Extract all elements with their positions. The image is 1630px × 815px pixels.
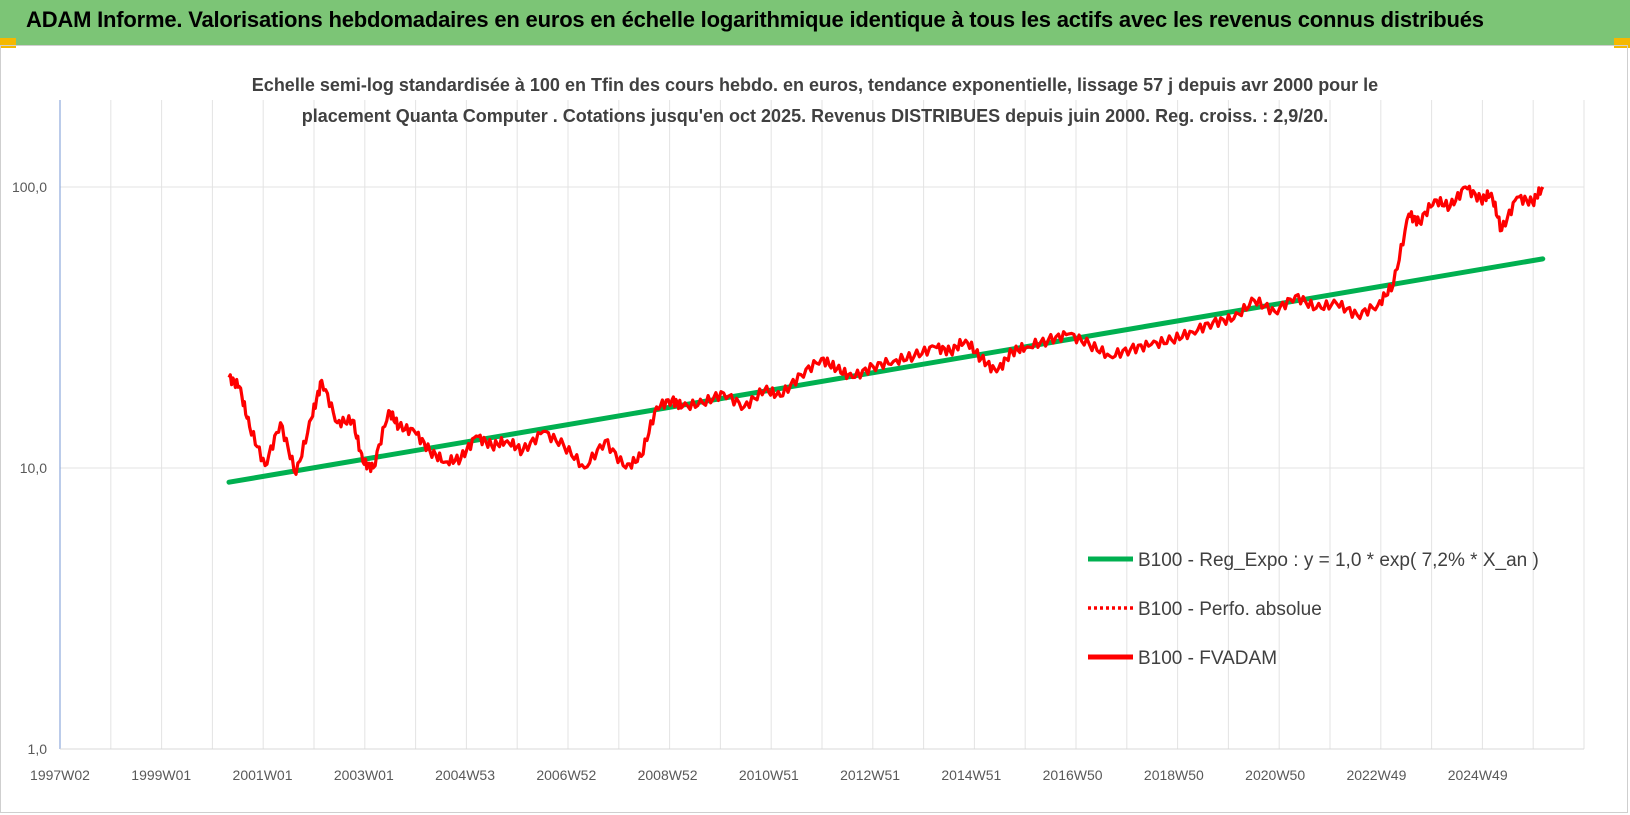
header-bar: ADAM Informe. Valorisations hebdomadaire… (0, 0, 1630, 45)
x-tick-label: 2008W52 (638, 767, 698, 783)
series-layer (226, 184, 1546, 485)
x-tick-label: 2020W50 (1245, 767, 1305, 783)
legend-label-trend: B100 - Reg_Expo : y = 1,0 * exp( 7,2% * … (1138, 550, 1539, 571)
x-tick-label: 2024W49 (1448, 767, 1508, 783)
x-tick-label: 2001W01 (233, 767, 293, 783)
corner-mark-left (0, 38, 16, 48)
page-title: ADAM Informe. Valorisations hebdomadaire… (26, 7, 1484, 32)
x-tick-label: 2004W53 (435, 767, 495, 783)
x-tick-label: 2016W50 (1043, 767, 1103, 783)
gridlines (60, 100, 1585, 749)
y-tick-label: 1,0 (28, 741, 48, 757)
x-tick-label: 2012W51 (840, 767, 900, 783)
series-line-reg-expo (226, 256, 1546, 485)
y-tick-label: 100,0 (12, 179, 47, 195)
y-tick-labels: 100,0 10,0 1,0 (12, 179, 47, 757)
legend-label-fvadam: B100 - FVADAM (1138, 648, 1277, 669)
x-tick-label: 2018W50 (1144, 767, 1204, 783)
x-tick-label: 2006W52 (536, 767, 596, 783)
x-tick-label: 2014W51 (941, 767, 1001, 783)
chart-title-line-2: placement Quanta Computer . Cotations ju… (302, 106, 1329, 126)
legend-label-perfo: B100 - Perfo. absolue (1138, 599, 1322, 620)
y-tick-label: 10,0 (20, 460, 47, 476)
x-tick-label: 1999W01 (131, 767, 191, 783)
series-line-fvadam (227, 184, 1545, 476)
x-tick-label: 2003W01 (334, 767, 394, 783)
x-tick-label: 2022W49 (1346, 767, 1406, 783)
x-tick-label: 2010W51 (739, 767, 799, 783)
corner-mark-right (1614, 38, 1630, 48)
chart-frame (0, 45, 1628, 813)
chart-title-line-1: Echelle semi-log standardisée à 100 en T… (252, 75, 1378, 95)
x-tick-label: 1997W02 (30, 767, 90, 783)
x-tick-labels: 1997W02 1999W01 2001W01 2003W01 2004W53 2006W… (30, 767, 1508, 783)
legend: B100 - Reg_Expo : y = 1,0 * exp( 7,2% * … (1088, 550, 1539, 669)
